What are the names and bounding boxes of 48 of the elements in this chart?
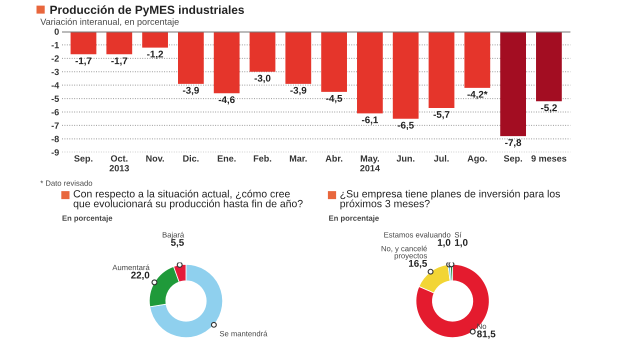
- x-tick-label: Jun.: [396, 155, 414, 162]
- y-tick-label: -9: [52, 149, 59, 156]
- data-label: -3,0: [254, 74, 270, 84]
- data-label: -3,9: [182, 86, 199, 96]
- y-tick-label: -7: [52, 122, 59, 129]
- chart-subtitle: Variación interanual, en porcentaje: [40, 18, 179, 27]
- x-tick-label: Oct. 2013: [110, 155, 129, 172]
- y-tick-label: -5: [52, 96, 59, 102]
- x-tick-label: Feb.: [254, 155, 272, 162]
- y-tick-label: -8: [52, 136, 59, 142]
- y-tick-label: -3: [52, 68, 59, 76]
- chart-title: Con respecto a la situación actual, ¿cómo cree que evolucionará su producción hasta fin de año?: [74, 190, 303, 210]
- x-tick-label: May. 2014: [360, 155, 380, 172]
- data-label: -1,7: [111, 57, 128, 66]
- x-tick-label: Abr.: [326, 155, 342, 162]
- y-tick-label: -1: [52, 42, 59, 48]
- x-tick-label: Sep.: [74, 155, 92, 164]
- chart-title: Producción de PyMES industriales: [50, 5, 244, 16]
- x-tick-label: Ago.: [468, 155, 487, 164]
- data-label: -1,7: [75, 57, 92, 66]
- data-label: 5,5: [170, 239, 184, 248]
- data-label: -6,1: [362, 116, 378, 125]
- data-label: -5,2: [540, 104, 557, 113]
- data-label: -1,2: [147, 50, 164, 59]
- x-tick-label: Dic.: [183, 155, 199, 162]
- data-label: -4,5: [326, 95, 342, 104]
- data-label: 22,0: [131, 272, 150, 280]
- y-tick-label: -6: [52, 108, 59, 116]
- data-label: -5,7: [434, 111, 450, 120]
- data-label: -3,9: [290, 86, 306, 96]
- y-tick-label: 0: [54, 28, 59, 35]
- x-tick-label: Mar.: [290, 155, 307, 162]
- y-tick-label: -2: [52, 55, 59, 62]
- x-tick-label: Ene.: [218, 155, 236, 162]
- data-label: -6,5: [398, 122, 414, 130]
- data-label: -4,2*: [467, 90, 488, 100]
- x-tick-label: Sep.: [504, 155, 522, 164]
- data-label: -7,8: [505, 139, 522, 148]
- x-tick-label: Nov.: [146, 155, 164, 162]
- data-label: 81,5: [477, 330, 496, 339]
- chart-title: ¿Su empresa tiene planes de inversión para los próximos 3 meses?: [340, 190, 560, 210]
- data-label: 16,5: [408, 260, 428, 268]
- y-tick-label: -4: [52, 82, 60, 88]
- data-label: -4,6: [218, 96, 235, 105]
- data-label: 1,0: [455, 239, 468, 248]
- data-label: 1,0: [438, 239, 450, 248]
- x-tick-label: 9 meses: [531, 155, 566, 162]
- x-tick-label: Jul.: [434, 155, 449, 162]
